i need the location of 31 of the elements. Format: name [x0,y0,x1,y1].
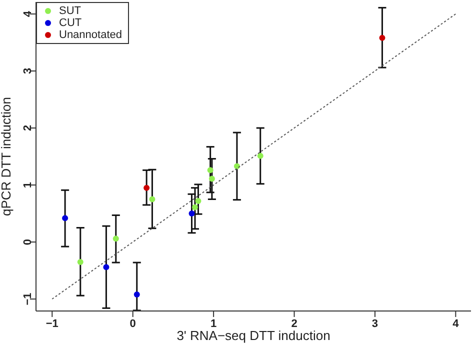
y-tick-label: 3 [22,68,34,74]
x-tick-label: 4 [452,318,460,330]
legend-label: SUT [59,5,81,17]
x-tick-label: −1 [46,318,58,330]
point [134,291,140,298]
point [62,215,68,222]
point [379,34,386,41]
point [257,152,264,159]
x-tick-label: 2 [291,318,298,330]
legend-label: CUT [59,17,82,29]
point [192,204,198,210]
point [208,176,215,182]
point [112,236,119,242]
x-tick-label: 1 [210,318,217,330]
point [149,196,156,202]
point [188,210,195,217]
y-tick-label: 4 [22,10,34,18]
y-tick-label: 2 [22,124,34,132]
y-tick-label: 1 [22,182,34,188]
point [195,198,202,204]
x-tick-label: 3 [372,318,378,330]
point [103,264,110,270]
point [207,167,214,174]
y-tick-label: −1 [22,292,34,306]
point [77,258,84,265]
point [144,184,150,191]
x-tick-label: 0 [130,318,136,330]
y-axis-title: qPCR DTT induction [0,97,14,216]
x-axis-title: 3' RNA−seq DTT induction [176,328,330,343]
y-tick-label: 0 [22,238,34,246]
legend-label: Unannotated [59,29,122,41]
